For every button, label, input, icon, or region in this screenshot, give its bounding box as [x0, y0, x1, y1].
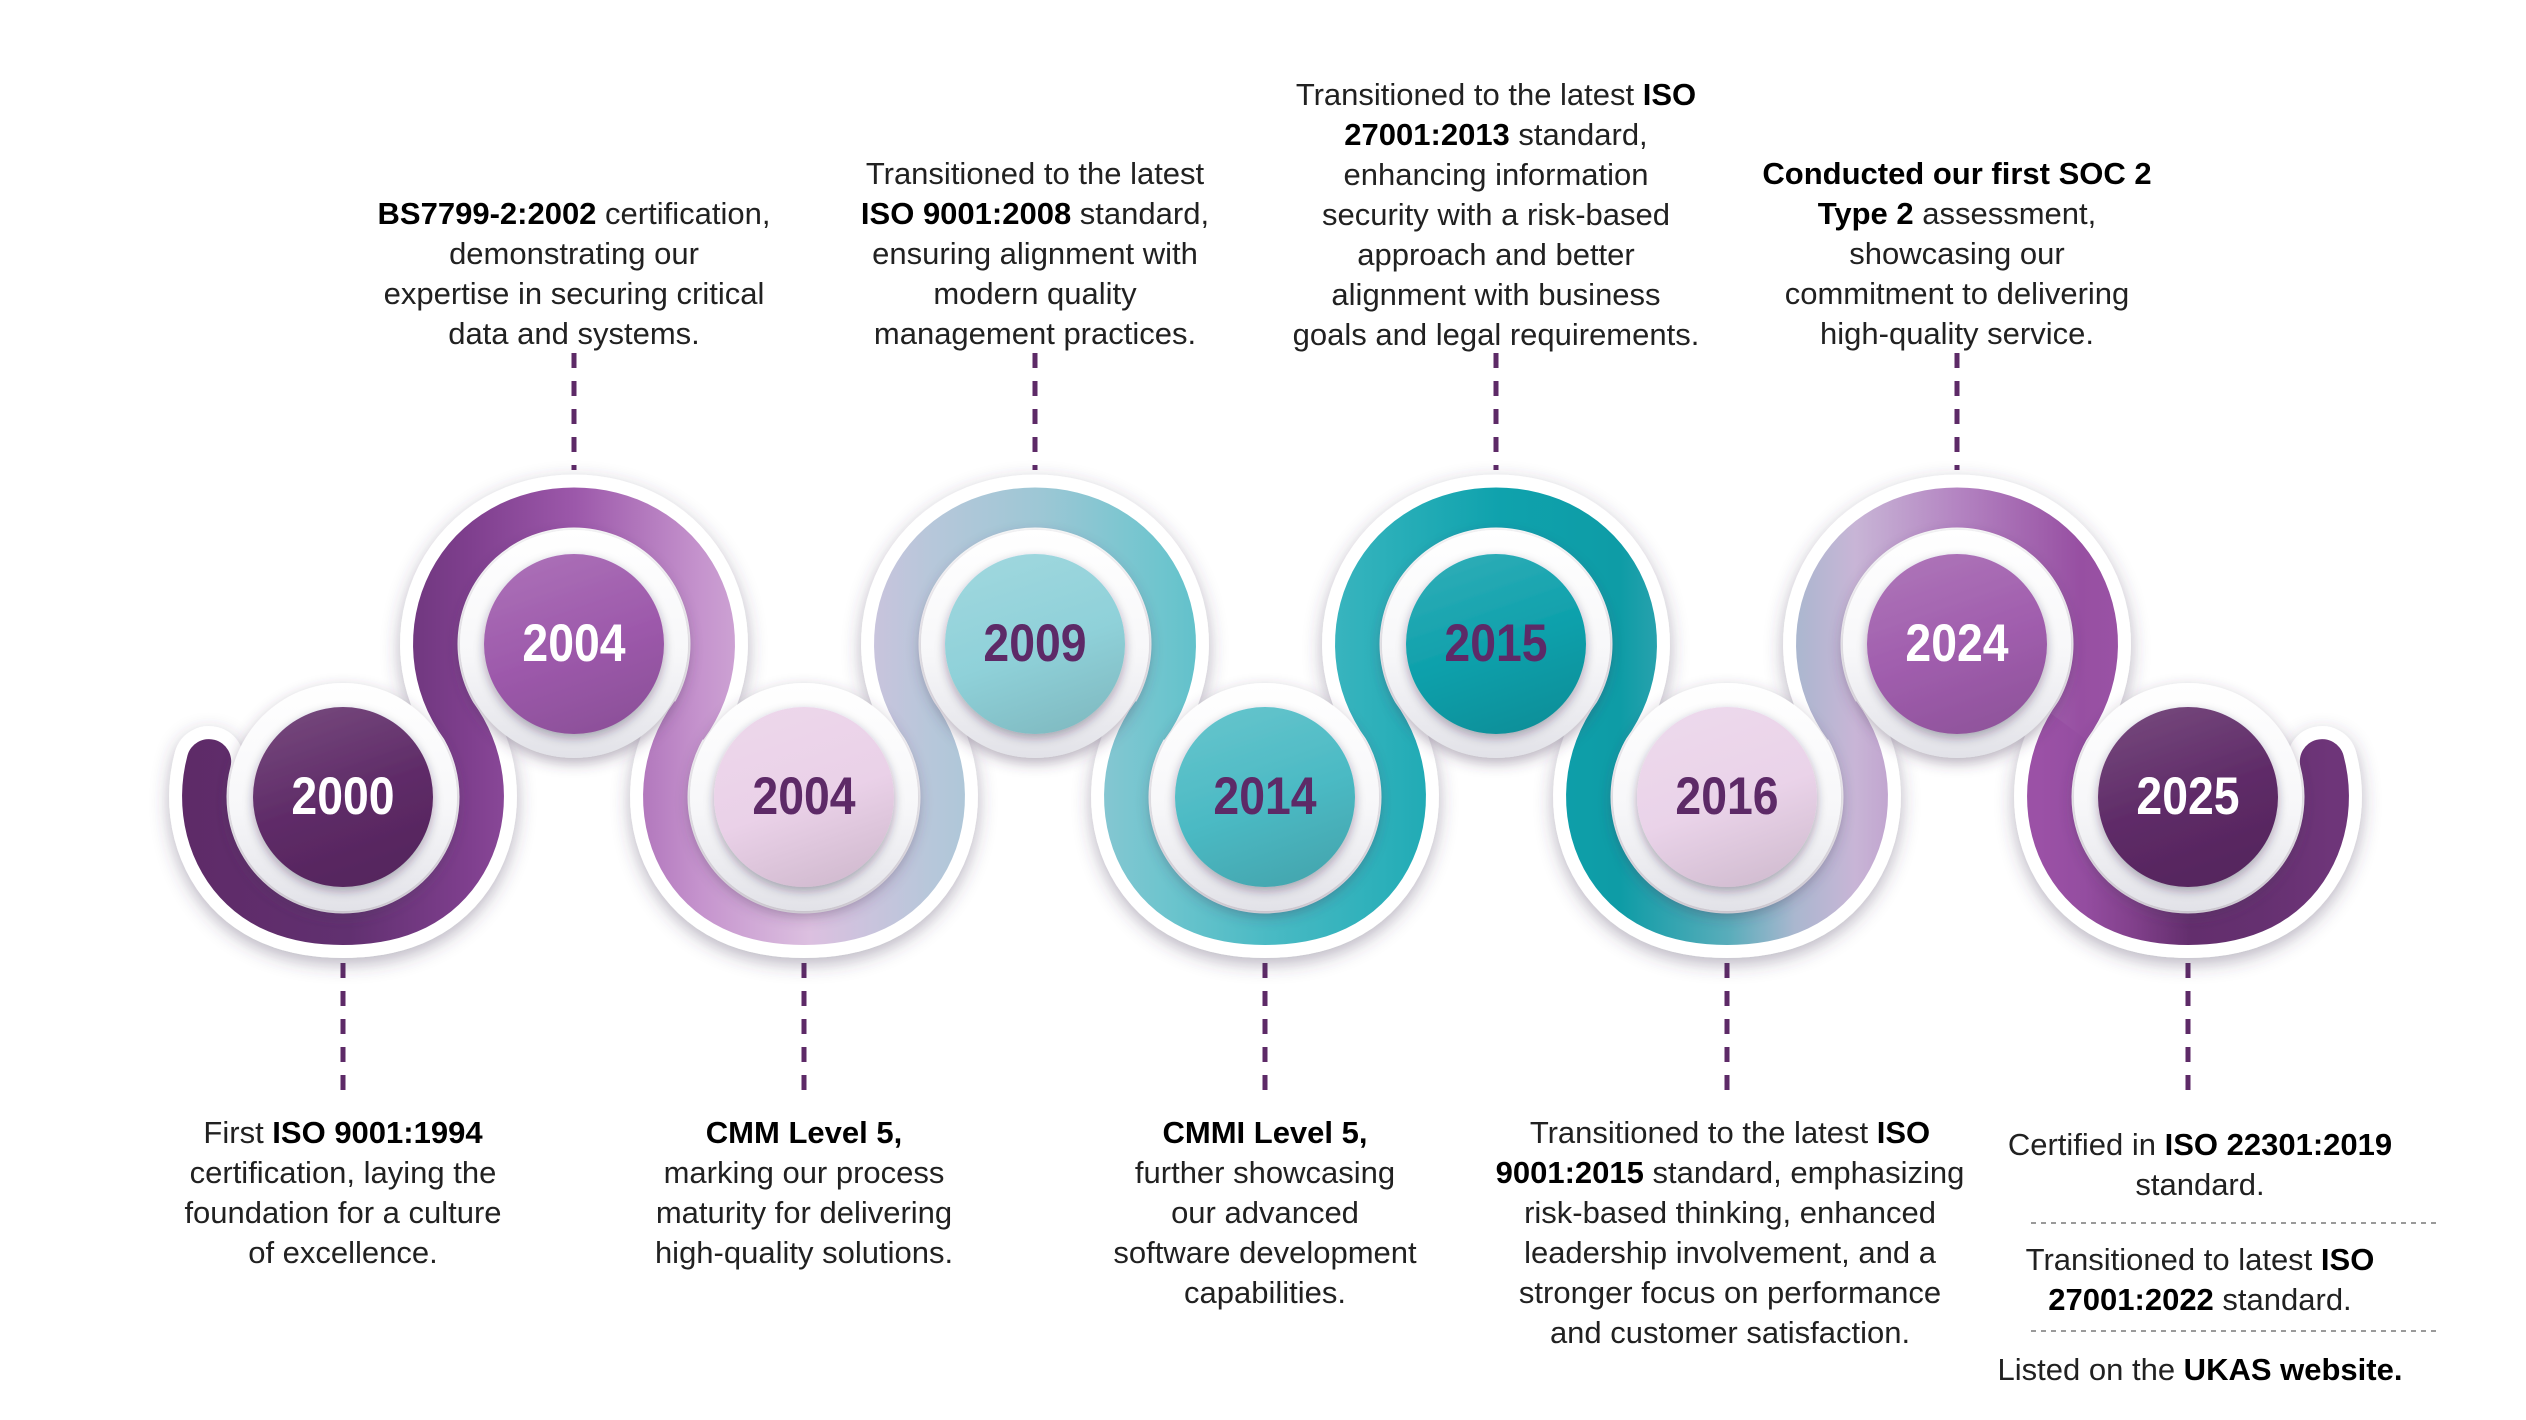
svg-text:2009: 2009	[983, 613, 1086, 673]
svg-text:2004: 2004	[522, 613, 625, 673]
svg-text:2025: 2025	[2136, 766, 2239, 826]
svg-text:2014: 2014	[1213, 766, 1316, 826]
svg-text:2016: 2016	[1675, 766, 1778, 826]
svg-text:2000: 2000	[291, 766, 394, 826]
svg-text:2024: 2024	[1905, 613, 2008, 673]
svg-text:2015: 2015	[1444, 613, 1547, 673]
svg-text:2004: 2004	[752, 766, 855, 826]
